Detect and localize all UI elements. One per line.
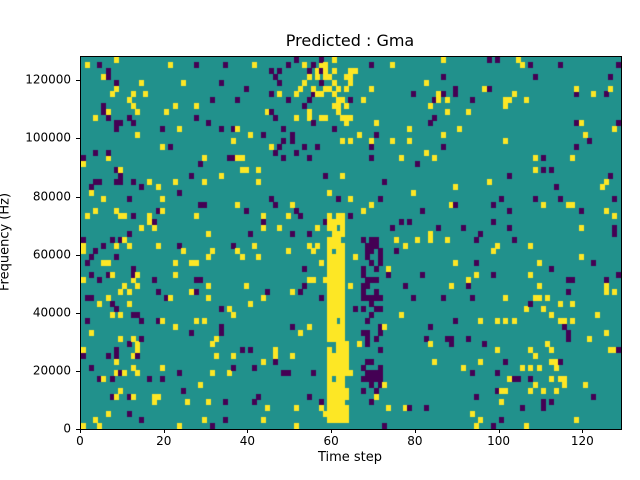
x-tick-label: 120 <box>570 434 594 448</box>
y-tick-mark <box>76 312 80 314</box>
x-tick-mark <box>331 429 333 433</box>
x-tick-label: 40 <box>239 434 256 448</box>
x-tick-mark <box>80 429 81 433</box>
y-tick-label: 80000 <box>32 189 71 203</box>
x-tick-mark <box>498 429 500 433</box>
y-tick-mark <box>76 80 80 82</box>
x-tick-label: 80 <box>407 434 423 448</box>
x-tick-mark <box>163 429 165 433</box>
y-tick-label: 120000 <box>25 72 71 87</box>
y-tick-label: 40000 <box>32 305 71 320</box>
y-tick-mark <box>76 196 80 198</box>
x-tick-mark <box>582 429 584 433</box>
heatmap-canvas <box>81 57 621 429</box>
y-tick-label: 0 <box>63 421 71 436</box>
x-tick-label: 20 <box>156 434 172 448</box>
y-tick-mark <box>76 138 80 140</box>
x-tick-label: 0 <box>76 434 84 448</box>
y-tick-label: 60000 <box>32 247 71 262</box>
x-axis-label: Time step <box>317 450 383 465</box>
x-tick-label: 60 <box>323 434 339 448</box>
x-axis-ticks: 0 20 40 60 80 100 120 <box>76 429 620 453</box>
y-axis-ticks: 0 20000 40000 60000 80000 100000 120000 <box>0 57 80 435</box>
x-tick-mark <box>414 429 416 433</box>
y-tick-label: 100000 <box>25 130 71 145</box>
y-tick-mark <box>76 254 80 256</box>
x-tick-mark <box>247 429 249 433</box>
x-tick-label: 100 <box>487 434 511 448</box>
chart-title: Predicted : Gma <box>285 31 415 50</box>
y-tick-mark <box>76 370 80 372</box>
y-tick-label: 20000 <box>32 363 71 378</box>
plot-area <box>80 56 622 430</box>
y-tick-mark <box>76 429 80 430</box>
